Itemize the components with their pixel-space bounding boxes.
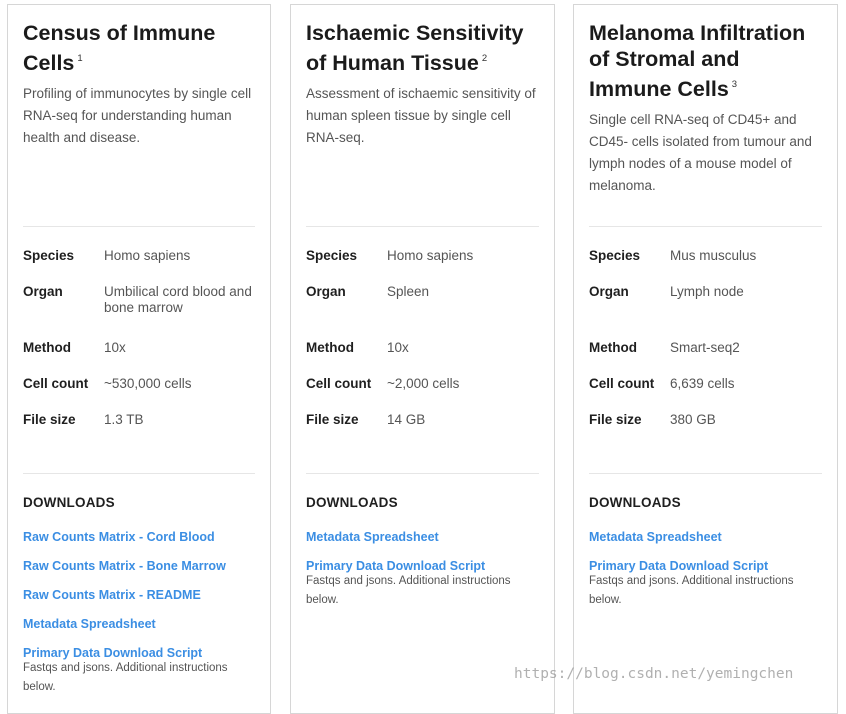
file-size-label: File size <box>589 412 642 427</box>
species-value: Homo sapiens <box>104 248 191 263</box>
organ-label: Organ <box>306 284 346 299</box>
card-title: Census of Immune Cells 1 <box>23 20 255 76</box>
download-link-primary-script[interactable]: Primary Data Download Script <box>306 559 486 573</box>
card-description: Single cell RNA-seq of CD45+ and CD45- c… <box>589 112 812 193</box>
dataset-card-ischaemic-sensitivity: Ischaemic Sensitivity of Human Tissue 2 A… <box>290 4 555 714</box>
method-label: Method <box>589 340 637 355</box>
file-size-value: 380 GB <box>670 412 716 427</box>
cell-count-label: Cell count <box>23 376 89 391</box>
download-link-metadata[interactable]: Metadata Spreadsheet <box>306 530 439 544</box>
divider <box>589 473 822 474</box>
dataset-card-melanoma-infiltration: Melanoma Infiltration of Stromal and Imm… <box>573 4 838 714</box>
organ-value: Spleen <box>387 284 430 299</box>
divider <box>306 226 539 227</box>
file-size-label: File size <box>306 412 359 427</box>
file-size-value: 14 GB <box>387 412 426 427</box>
method-label: Method <box>306 340 354 355</box>
divider <box>23 473 255 474</box>
card-description: Assessment of ischaemic sensitivity of h… <box>306 86 536 145</box>
species-label: Species <box>589 248 641 263</box>
file-size-value: 1.3 TB <box>104 412 144 427</box>
watermark: https://blog.csdn.net/yemingchen <box>514 666 794 682</box>
species-label: Species <box>23 248 75 263</box>
download-link-primary-script[interactable]: Primary Data Download Script <box>23 646 203 660</box>
card-title-text: Census of Immune Cells <box>23 21 216 75</box>
downloads-heading: DOWNLOADS <box>589 495 681 510</box>
organ-label: Organ <box>23 284 63 299</box>
download-link-primary-script[interactable]: Primary Data Download Script <box>589 559 769 573</box>
script-note: Fastqs and jsons. Additional instruction… <box>23 662 228 693</box>
download-link-bone-marrow[interactable]: Raw Counts Matrix - Bone Marrow <box>23 559 226 573</box>
species-label: Species <box>306 248 358 263</box>
method-value: 10x <box>387 340 409 355</box>
card-title: Ischaemic Sensitivity of Human Tissue 2 <box>306 20 539 76</box>
file-size-label: File size <box>23 412 76 427</box>
card-title-text: Ischaemic Sensitivity of Human Tissue <box>306 21 524 75</box>
download-link-metadata[interactable]: Metadata Spreadsheet <box>23 617 156 631</box>
card-description: Profiling of immunocytes by single cell … <box>23 86 252 145</box>
footnote-marker: 3 <box>731 79 738 90</box>
download-link-metadata[interactable]: Metadata Spreadsheet <box>589 530 722 544</box>
footnote-marker: 2 <box>481 53 488 64</box>
organ-value: Umbilical cord blood and bone marrow <box>104 284 252 315</box>
cell-count-value: ~530,000 cells <box>104 376 192 391</box>
card-title: Melanoma Infiltration of Stromal and Imm… <box>589 20 822 102</box>
species-value: Homo sapiens <box>387 248 474 263</box>
script-note: Fastqs and jsons. Additional instruction… <box>306 575 511 606</box>
organ-value: Lymph node <box>670 284 744 299</box>
cell-count-label: Cell count <box>589 376 655 391</box>
method-value: 10x <box>104 340 126 355</box>
divider <box>589 226 822 227</box>
card-title-text: Melanoma Infiltration of Stromal and Imm… <box>589 21 806 101</box>
divider <box>23 226 255 227</box>
cell-count-label: Cell count <box>306 376 372 391</box>
method-label: Method <box>23 340 71 355</box>
divider <box>306 473 539 474</box>
method-value: Smart-seq2 <box>670 340 740 355</box>
download-link-readme[interactable]: Raw Counts Matrix - README <box>23 588 201 602</box>
cell-count-value: 6,639 cells <box>670 376 735 391</box>
species-value: Mus musculus <box>670 248 757 263</box>
script-note: Fastqs and jsons. Additional instruction… <box>589 575 794 606</box>
dataset-card-census-immune-cells: Census of Immune Cells 1 Profiling of imm… <box>7 4 271 714</box>
footnote-marker: 1 <box>77 53 83 64</box>
download-link-cord-blood[interactable]: Raw Counts Matrix - Cord Blood <box>23 530 215 544</box>
cell-count-value: ~2,000 cells <box>387 376 460 391</box>
organ-label: Organ <box>589 284 629 299</box>
downloads-heading: DOWNLOADS <box>306 495 398 510</box>
downloads-heading: DOWNLOADS <box>23 495 115 510</box>
